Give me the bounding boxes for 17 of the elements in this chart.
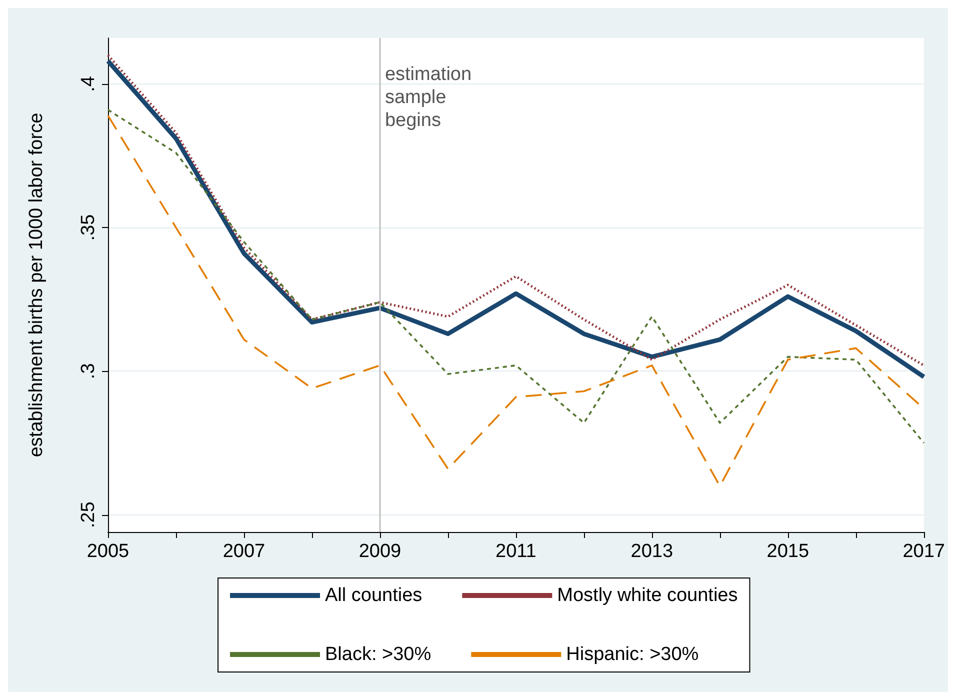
x-tick-label: 2007 — [222, 541, 266, 562]
x-tick-label: 2013 — [630, 541, 674, 562]
legend-label: Black: >30% — [325, 644, 432, 665]
x-tick-label: 2017 — [902, 541, 946, 562]
x-tick-label: 2015 — [766, 541, 810, 562]
x-tick-label: 2005 — [86, 541, 130, 562]
legend-label: Hispanic: >30% — [566, 644, 699, 665]
legend-label: Mostly white counties — [557, 585, 738, 606]
legend-label: All counties — [325, 585, 422, 606]
y-tick-label: .3 — [78, 363, 99, 380]
y-tick-label: .4 — [78, 76, 99, 92]
y-axis-title: establishment births per 1000 labor force — [26, 112, 47, 458]
x-tick-label: 2011 — [496, 541, 536, 562]
x-tick-label: 2009 — [358, 541, 402, 562]
y-tick-label: .25 — [78, 502, 99, 528]
y-tick-label: .35 — [78, 214, 99, 241]
ref-line-label: estimation sample begins — [384, 64, 472, 131]
